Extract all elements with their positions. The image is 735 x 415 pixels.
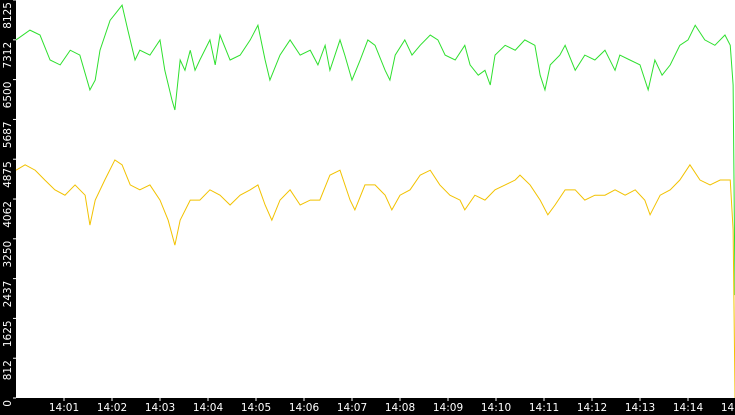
x-tick-label: 14:02 (97, 402, 127, 414)
x-axis-band (0, 398, 735, 415)
x-tick-label: 14:08 (385, 402, 415, 414)
x-tick-label: 14:05 (241, 402, 271, 414)
x-tick-label: 14:03 (145, 402, 175, 414)
x-tick-label: 14:04 (193, 402, 224, 414)
y-axis-band (0, 0, 16, 415)
y-tick-label: 3250 (2, 241, 14, 268)
y-tick-label: 5687 (2, 121, 14, 148)
y-tick-label: 7312 (2, 42, 14, 69)
x-tick-label: 14:06 (289, 402, 320, 414)
x-tick-label: 14:13 (625, 402, 655, 414)
y-tick-label: 0 (2, 400, 14, 407)
y-tick-label: 4875 (2, 161, 14, 188)
x-tick-label: 14:15 (721, 402, 735, 414)
x-tick-label: 14:14 (673, 402, 704, 414)
y-tick-label: 8125 (2, 2, 14, 29)
x-tick-label: 14:11 (529, 402, 559, 414)
series-line (15, 159, 735, 399)
y-tick-label: 4062 (2, 201, 14, 228)
series-line (15, 4, 735, 296)
y-tick-label: 1625 (2, 320, 14, 347)
x-tick-label: 14:12 (577, 402, 607, 414)
y-tick-label: 2437 (2, 281, 14, 308)
x-tick-label: 14:01 (49, 402, 79, 414)
y-tick-label: 812 (2, 360, 14, 380)
x-tick-label: 14:10 (481, 402, 511, 414)
x-tick-label: 14:09 (433, 402, 463, 414)
y-tick-label: 6500 (2, 82, 14, 109)
x-tick-label: 14:07 (337, 402, 367, 414)
